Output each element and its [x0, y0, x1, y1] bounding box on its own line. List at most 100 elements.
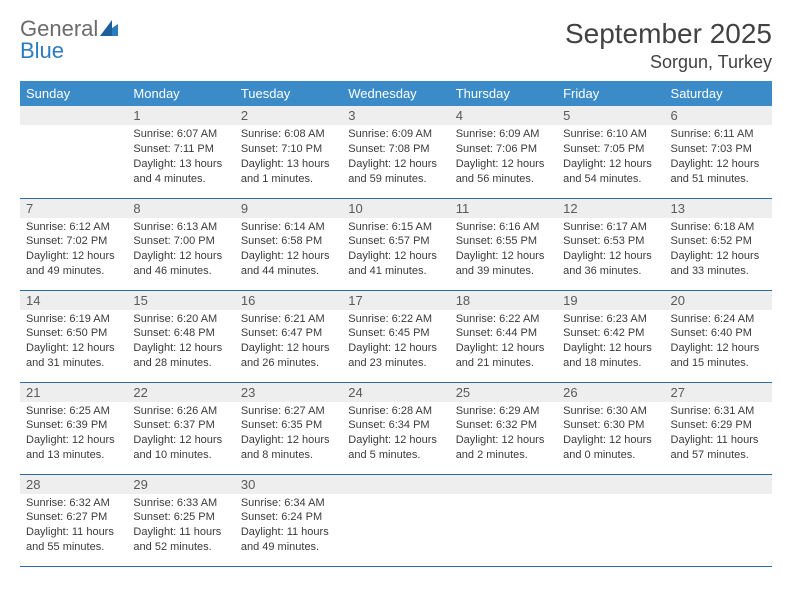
day-daylight2: and 1 minutes. [241, 172, 336, 187]
day-sunrise: Sunrise: 6:09 AM [348, 127, 443, 142]
day-cell: 12Sunrise: 6:17 AMSunset: 6:53 PMDayligh… [557, 198, 664, 290]
day-details: Sunrise: 6:20 AMSunset: 6:48 PMDaylight:… [127, 310, 234, 375]
day-daylight1: Daylight: 12 hours [348, 249, 443, 264]
day-sunset: Sunset: 6:47 PM [241, 326, 336, 341]
day-sunset: Sunset: 6:40 PM [671, 326, 766, 341]
day-details: Sunrise: 6:16 AMSunset: 6:55 PMDaylight:… [450, 218, 557, 283]
day-daylight1: Daylight: 12 hours [241, 341, 336, 356]
day-daylight1: Daylight: 12 hours [563, 157, 658, 172]
day-details [665, 494, 772, 500]
sail-icon [100, 16, 120, 41]
day-number: 7 [20, 199, 127, 218]
day-sunrise: Sunrise: 6:20 AM [133, 312, 228, 327]
day-number: 19 [557, 291, 664, 310]
day-cell: 9Sunrise: 6:14 AMSunset: 6:58 PMDaylight… [235, 198, 342, 290]
day-cell: 4 Sunrise: 6:09 AMSunset: 7:06 PMDaylight… [450, 106, 557, 198]
page-header: General Blue September 2025 Sorgun, Turk… [20, 18, 772, 73]
day-details: Sunrise: 6:26 AMSunset: 6:37 PMDaylight:… [127, 402, 234, 467]
day-daylight1: Daylight: 12 hours [456, 341, 551, 356]
day-cell [557, 474, 664, 566]
day-number: 17 [342, 291, 449, 310]
dow-monday: Monday [127, 81, 234, 106]
day-number: 30 [235, 475, 342, 494]
day-sunset: Sunset: 6:34 PM [348, 418, 443, 433]
day-number: 10 [342, 199, 449, 218]
day-sunrise: Sunrise: 6:26 AM [133, 404, 228, 419]
day-cell: 13Sunrise: 6:18 AMSunset: 6:52 PMDayligh… [665, 198, 772, 290]
day-sunrise: Sunrise: 6:25 AM [26, 404, 121, 419]
day-cell: 8Sunrise: 6:13 AMSunset: 7:00 PMDaylight… [127, 198, 234, 290]
day-cell [342, 474, 449, 566]
day-details: Sunrise: 6:29 AMSunset: 6:32 PMDaylight:… [450, 402, 557, 467]
day-daylight2: and 8 minutes. [241, 448, 336, 463]
day-sunset: Sunset: 6:50 PM [26, 326, 121, 341]
day-daylight2: and 49 minutes. [26, 264, 121, 279]
day-sunset: Sunset: 7:06 PM [456, 142, 551, 157]
day-daylight2: and 2 minutes. [456, 448, 551, 463]
dow-thursday: Thursday [450, 81, 557, 106]
day-sunset: Sunset: 6:29 PM [671, 418, 766, 433]
day-sunrise: Sunrise: 6:28 AM [348, 404, 443, 419]
day-sunrise: Sunrise: 6:17 AM [563, 220, 658, 235]
day-daylight1: Daylight: 12 hours [456, 157, 551, 172]
day-daylight2: and 10 minutes. [133, 448, 228, 463]
day-daylight2: and 39 minutes. [456, 264, 551, 279]
day-sunset: Sunset: 6:39 PM [26, 418, 121, 433]
dow-row: Sunday Monday Tuesday Wednesday Thursday… [20, 81, 772, 106]
day-number: 4 [450, 106, 557, 125]
day-number: 8 [127, 199, 234, 218]
day-sunrise: Sunrise: 6:32 AM [26, 496, 121, 511]
day-number: 26 [557, 383, 664, 402]
day-daylight2: and 36 minutes. [563, 264, 658, 279]
day-details: Sunrise: 6:33 AMSunset: 6:25 PMDaylight:… [127, 494, 234, 559]
day-daylight1: Daylight: 12 hours [456, 433, 551, 448]
day-daylight1: Daylight: 12 hours [133, 341, 228, 356]
day-details: Sunrise: 6:19 AMSunset: 6:50 PMDaylight:… [20, 310, 127, 375]
day-sunrise: Sunrise: 6:34 AM [241, 496, 336, 511]
day-sunset: Sunset: 6:55 PM [456, 234, 551, 249]
day-sunrise: Sunrise: 6:27 AM [241, 404, 336, 419]
dow-sunday: Sunday [20, 81, 127, 106]
day-daylight2: and 15 minutes. [671, 356, 766, 371]
day-cell: 14Sunrise: 6:19 AMSunset: 6:50 PMDayligh… [20, 290, 127, 382]
day-daylight1: Daylight: 12 hours [671, 249, 766, 264]
day-sunset: Sunset: 6:52 PM [671, 234, 766, 249]
day-sunset: Sunset: 6:35 PM [241, 418, 336, 433]
day-details: Sunrise: 6:15 AMSunset: 6:57 PMDaylight:… [342, 218, 449, 283]
day-daylight2: and 23 minutes. [348, 356, 443, 371]
day-sunset: Sunset: 7:11 PM [133, 142, 228, 157]
day-daylight1: Daylight: 13 hours [133, 157, 228, 172]
day-details: Sunrise: 6:30 AMSunset: 6:30 PMDaylight:… [557, 402, 664, 467]
day-daylight2: and 26 minutes. [241, 356, 336, 371]
day-number: 22 [127, 383, 234, 402]
day-details: Sunrise: 6:10 AMSunset: 7:05 PMDaylight:… [557, 125, 664, 190]
day-number: 12 [557, 199, 664, 218]
day-cell: 26Sunrise: 6:30 AMSunset: 6:30 PMDayligh… [557, 382, 664, 474]
day-sunrise: Sunrise: 6:22 AM [456, 312, 551, 327]
day-details: Sunrise: 6:22 AMSunset: 6:45 PMDaylight:… [342, 310, 449, 375]
day-daylight1: Daylight: 12 hours [671, 341, 766, 356]
day-daylight2: and 33 minutes. [671, 264, 766, 279]
day-cell: 3Sunrise: 6:09 AMSunset: 7:08 PMDaylight… [342, 106, 449, 198]
day-details [20, 125, 127, 131]
day-sunrise: Sunrise: 6:31 AM [671, 404, 766, 419]
day-number: 23 [235, 383, 342, 402]
day-sunrise: Sunrise: 6:15 AM [348, 220, 443, 235]
day-details: Sunrise: 6:21 AMSunset: 6:47 PMDaylight:… [235, 310, 342, 375]
day-sunset: Sunset: 6:48 PM [133, 326, 228, 341]
day-sunset: Sunset: 7:08 PM [348, 142, 443, 157]
day-sunset: Sunset: 6:44 PM [456, 326, 551, 341]
day-sunset: Sunset: 6:42 PM [563, 326, 658, 341]
day-number: 15 [127, 291, 234, 310]
day-sunrise: Sunrise: 6:07 AM [133, 127, 228, 142]
day-details [450, 494, 557, 500]
day-details: Sunrise: 6:22 AMSunset: 6:44 PMDaylight:… [450, 310, 557, 375]
day-daylight1: Daylight: 11 hours [133, 525, 228, 540]
location-label: Sorgun, Turkey [565, 52, 772, 73]
day-sunrise: Sunrise: 6:09 AM [456, 127, 551, 142]
day-daylight2: and 57 minutes. [671, 448, 766, 463]
day-cell: 19Sunrise: 6:23 AMSunset: 6:42 PMDayligh… [557, 290, 664, 382]
day-daylight2: and 28 minutes. [133, 356, 228, 371]
day-details: Sunrise: 6:32 AMSunset: 6:27 PMDaylight:… [20, 494, 127, 559]
day-sunrise: Sunrise: 6:12 AM [26, 220, 121, 235]
